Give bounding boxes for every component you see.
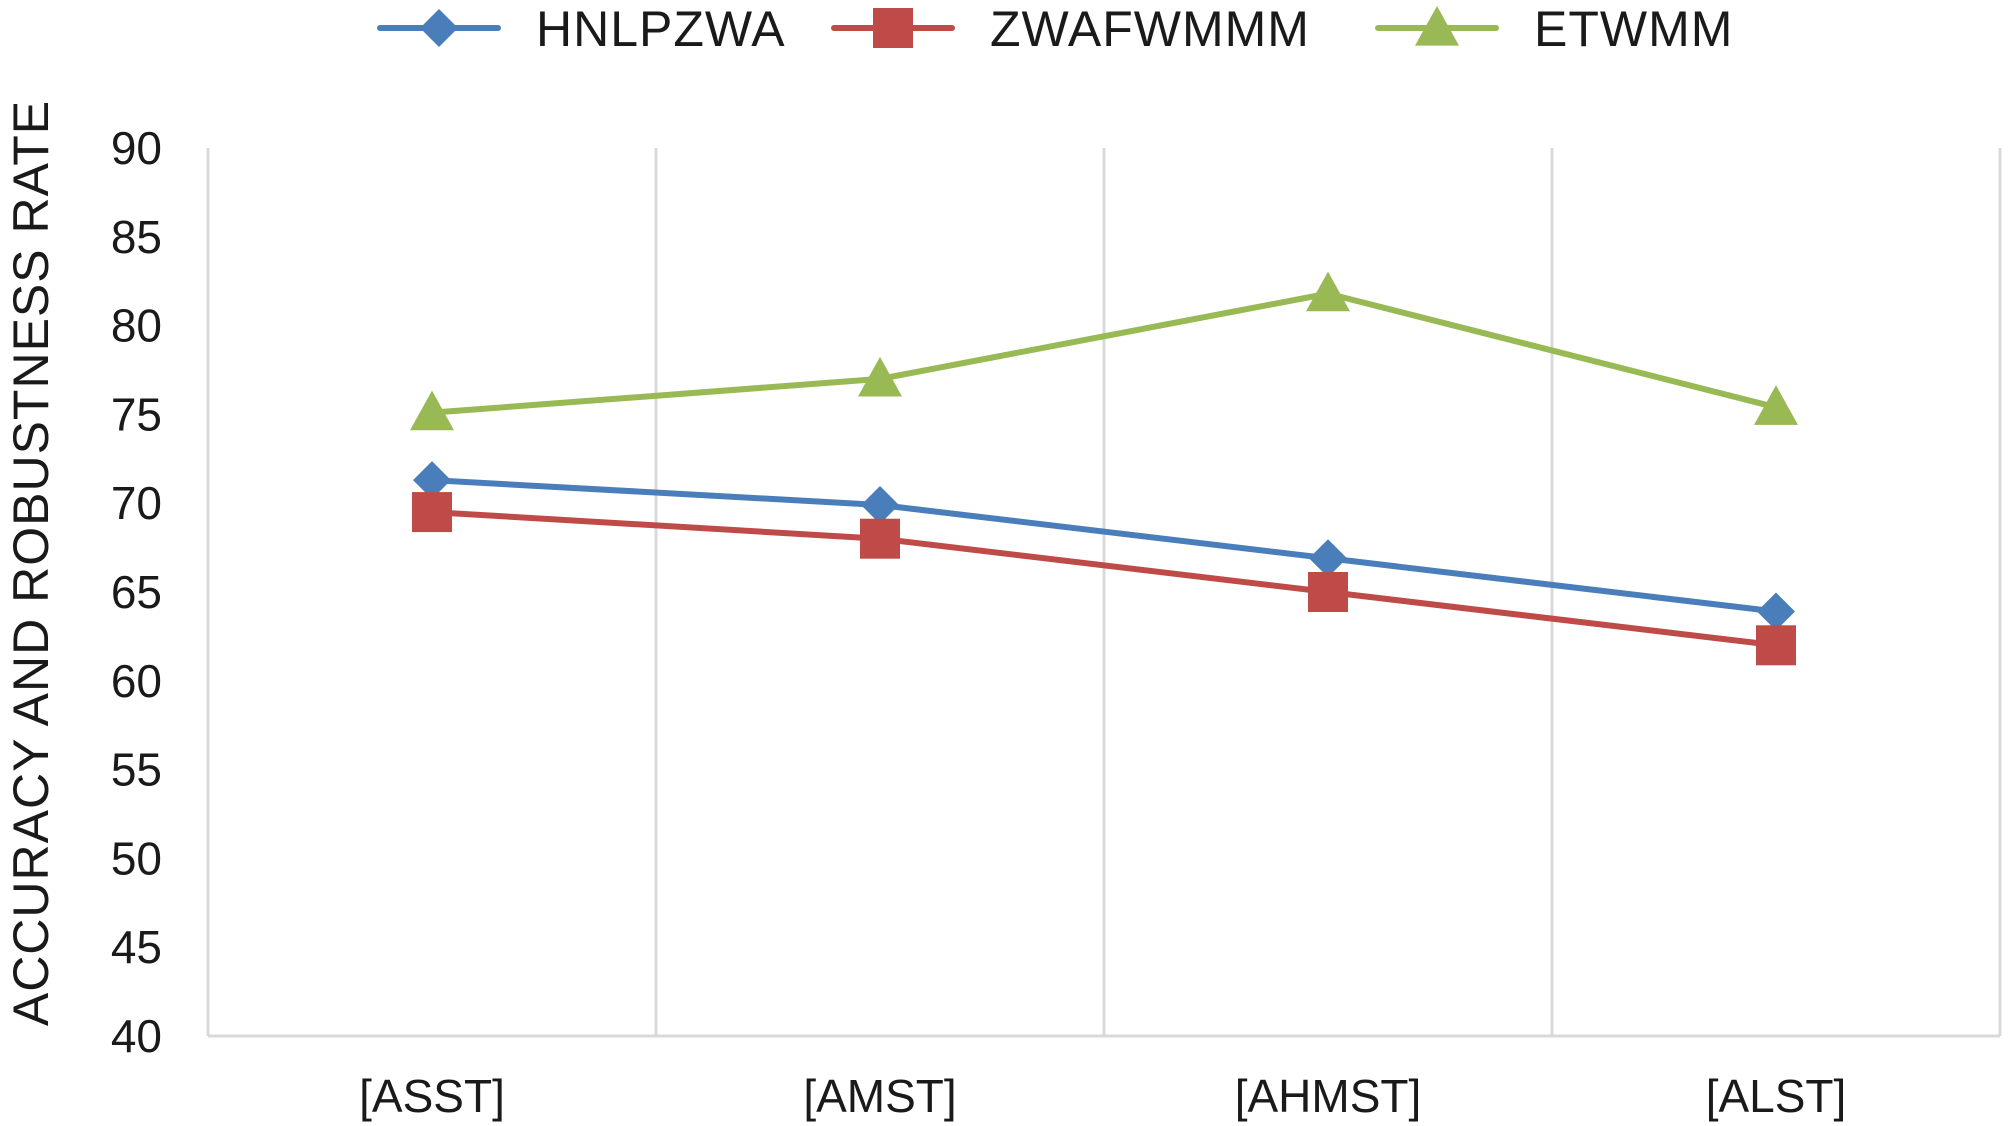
legend-label: ETWMM	[1534, 1, 1733, 57]
data-point	[412, 492, 452, 533]
data-point	[1757, 592, 1795, 631]
series-zwafwmmm	[412, 492, 1796, 666]
series-line	[429, 509, 1779, 649]
x-tick-label: [ALST]	[1706, 1070, 1847, 1122]
x-tick-label: [AMST]	[803, 1070, 956, 1122]
legend-item: ZWAFWMMM	[831, 1, 1310, 57]
x-axis-ticks: [ASST] [AMST] [AHMST] [ALST]	[359, 1070, 1846, 1122]
y-tick-label: 45	[111, 921, 162, 973]
y-axis-ticks: 40 45 50 55 60 65 70 75 80 85 90	[111, 122, 162, 1062]
data-point	[1754, 385, 1798, 425]
data-point	[410, 390, 454, 431]
y-tick-label: 70	[111, 477, 162, 529]
series-layer	[410, 271, 1798, 666]
legend-marker-diamond-icon	[420, 9, 458, 47]
y-tick-label: 80	[111, 300, 162, 352]
data-point	[860, 518, 900, 559]
y-tick-label: 55	[111, 744, 162, 796]
series-etwmm	[410, 271, 1798, 431]
legend-item: ETWMM	[1375, 1, 1733, 57]
legend-marker-square-icon	[873, 8, 913, 48]
series-line	[429, 290, 1779, 416]
data-point	[861, 485, 899, 524]
data-point	[413, 461, 451, 500]
legend: HNLPZWA ZWAFWMMM ETWMM	[377, 1, 1733, 57]
series-line	[429, 477, 1779, 615]
x-tick-label: [AHMST]	[1235, 1070, 1422, 1122]
legend-marker-triangle-icon	[1415, 6, 1459, 46]
data-point	[1308, 572, 1348, 612]
x-tick-label: [ASST]	[359, 1070, 505, 1122]
grid-lines	[206, 148, 2002, 1038]
data-point	[1309, 539, 1347, 578]
data-point	[858, 356, 902, 397]
data-point	[1756, 625, 1796, 666]
legend-item: HNLPZWA	[377, 1, 786, 57]
y-tick-label: 75	[111, 388, 162, 440]
y-tick-label: 85	[111, 211, 162, 263]
y-tick-label: 65	[111, 566, 162, 618]
y-axis-title: ACCURACY AND ROBUSTNESS RATE	[3, 100, 59, 1026]
y-tick-label: 50	[111, 832, 162, 884]
legend-label: HNLPZWA	[536, 1, 786, 57]
y-tick-label: 60	[111, 655, 162, 707]
data-point	[1306, 271, 1350, 312]
y-tick-label: 90	[111, 122, 162, 174]
y-tick-label: 40	[111, 1010, 162, 1062]
legend-label: ZWAFWMMM	[990, 1, 1310, 57]
series-hnlpzwa	[413, 461, 1795, 631]
